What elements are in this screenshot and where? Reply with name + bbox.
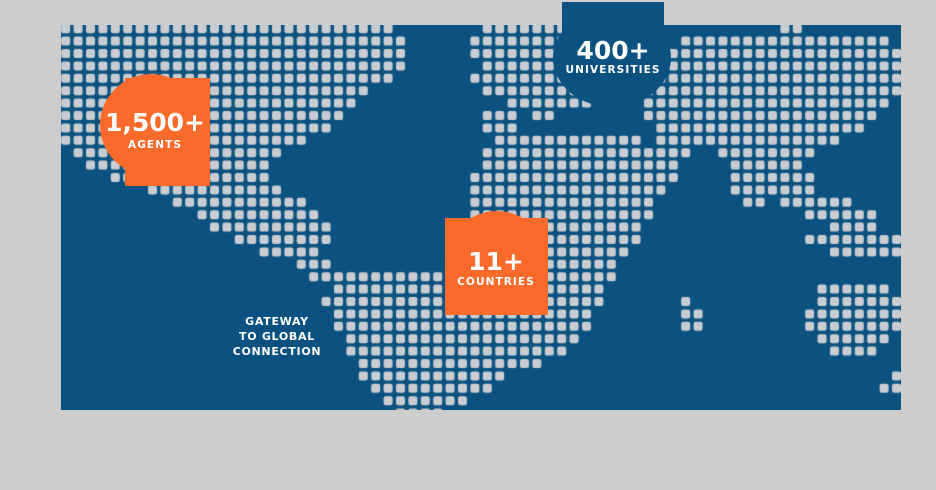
tagline: GATEWAY TO GLOBAL CONNECTION <box>214 315 340 359</box>
badge-circle-shape <box>553 9 671 107</box>
badge-circle-shape <box>446 211 548 313</box>
tagline-line-3: CONNECTION <box>232 344 322 358</box>
stat-badge-countries[interactable]: 11+ COUNTRIES <box>443 211 549 317</box>
tagline-line-1: GATEWAY <box>245 315 309 328</box>
badge-circle-shape <box>100 74 202 176</box>
stat-badge-agents[interactable]: 1,500+ AGENTS <box>100 74 210 186</box>
tagline-line-2: TO GLOBAL <box>239 329 315 343</box>
stat-badge-universities[interactable]: 400+ UNIVERSITIES <box>553 2 673 108</box>
